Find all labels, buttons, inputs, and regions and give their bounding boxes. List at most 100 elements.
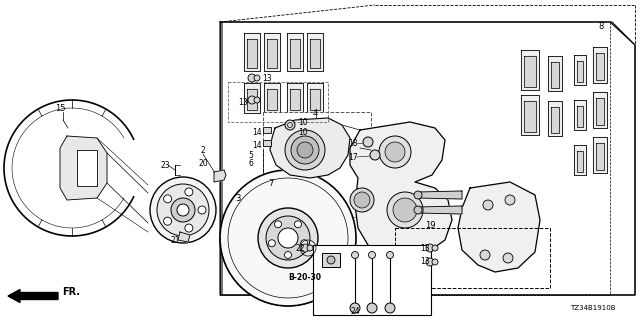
Polygon shape [350, 122, 452, 258]
Text: 7: 7 [268, 179, 273, 188]
Circle shape [248, 74, 256, 82]
Polygon shape [244, 83, 260, 113]
Polygon shape [307, 33, 323, 71]
Circle shape [387, 192, 423, 228]
Polygon shape [593, 47, 607, 83]
Polygon shape [77, 150, 97, 186]
Text: 2: 2 [200, 146, 205, 155]
Circle shape [171, 198, 195, 222]
Circle shape [198, 206, 206, 214]
Text: 6: 6 [248, 158, 253, 167]
Circle shape [307, 245, 313, 251]
Polygon shape [551, 61, 559, 87]
Polygon shape [548, 100, 562, 135]
Circle shape [258, 208, 318, 268]
Circle shape [367, 303, 377, 313]
Circle shape [157, 184, 209, 236]
Bar [263, 127, 271, 133]
Text: 13: 13 [262, 74, 271, 83]
Text: 13: 13 [420, 244, 429, 252]
Polygon shape [524, 101, 536, 132]
Text: B-20-30: B-20-30 [289, 274, 321, 283]
Polygon shape [596, 53, 604, 80]
Circle shape [369, 252, 376, 259]
Bar [322, 253, 340, 267]
Circle shape [278, 228, 298, 248]
Polygon shape [458, 182, 540, 272]
Polygon shape [521, 95, 539, 135]
Text: 20: 20 [198, 158, 207, 167]
Circle shape [363, 137, 373, 147]
Circle shape [150, 177, 216, 243]
Circle shape [254, 97, 260, 103]
Polygon shape [307, 83, 323, 113]
Polygon shape [267, 39, 277, 68]
Text: 23: 23 [160, 161, 170, 170]
Circle shape [432, 259, 438, 265]
Circle shape [301, 244, 309, 252]
Polygon shape [178, 232, 190, 242]
Polygon shape [577, 151, 583, 172]
Circle shape [285, 130, 325, 170]
Circle shape [354, 192, 370, 208]
Polygon shape [264, 83, 280, 113]
Circle shape [297, 142, 313, 158]
Circle shape [350, 188, 374, 212]
Polygon shape [574, 145, 586, 175]
Text: 5: 5 [248, 150, 253, 159]
Polygon shape [214, 170, 226, 182]
Circle shape [266, 216, 310, 260]
Text: TZ34B1910B: TZ34B1910B [570, 305, 616, 311]
Polygon shape [593, 92, 607, 128]
Circle shape [294, 221, 301, 228]
Text: 17: 17 [348, 153, 358, 162]
Circle shape [248, 96, 256, 104]
Text: 14: 14 [252, 140, 262, 149]
Circle shape [254, 75, 260, 81]
Circle shape [414, 191, 422, 199]
Circle shape [432, 245, 438, 251]
Bar [228, 82, 328, 122]
Text: 10: 10 [298, 127, 308, 137]
Text: 18: 18 [349, 139, 358, 148]
Circle shape [327, 256, 335, 264]
Text: 8: 8 [598, 21, 604, 30]
Polygon shape [574, 55, 586, 85]
Text: 4: 4 [313, 108, 318, 117]
Circle shape [350, 303, 360, 313]
Circle shape [379, 136, 411, 168]
Text: 22: 22 [295, 244, 305, 252]
Polygon shape [290, 89, 300, 110]
Polygon shape [521, 50, 539, 90]
Polygon shape [247, 39, 257, 68]
Polygon shape [287, 83, 303, 113]
Polygon shape [310, 39, 320, 68]
Circle shape [426, 244, 434, 252]
Circle shape [185, 188, 193, 196]
Circle shape [275, 221, 282, 228]
Polygon shape [524, 56, 536, 87]
Circle shape [385, 142, 405, 162]
Circle shape [483, 200, 493, 210]
Text: FR.: FR. [62, 287, 80, 297]
Circle shape [505, 195, 515, 205]
Polygon shape [574, 100, 586, 130]
Circle shape [393, 198, 417, 222]
Polygon shape [593, 137, 607, 173]
Circle shape [480, 250, 490, 260]
Polygon shape [264, 33, 280, 71]
Circle shape [387, 252, 394, 259]
Text: 15: 15 [55, 103, 65, 113]
Circle shape [370, 150, 380, 160]
Polygon shape [60, 136, 107, 200]
Circle shape [268, 240, 275, 247]
Circle shape [291, 136, 319, 164]
Polygon shape [418, 206, 462, 214]
Text: 13: 13 [420, 258, 429, 267]
Circle shape [351, 252, 358, 259]
Text: 14: 14 [252, 127, 262, 137]
Text: 21: 21 [170, 236, 179, 244]
Circle shape [426, 258, 434, 266]
Circle shape [301, 240, 308, 247]
Polygon shape [548, 55, 562, 91]
